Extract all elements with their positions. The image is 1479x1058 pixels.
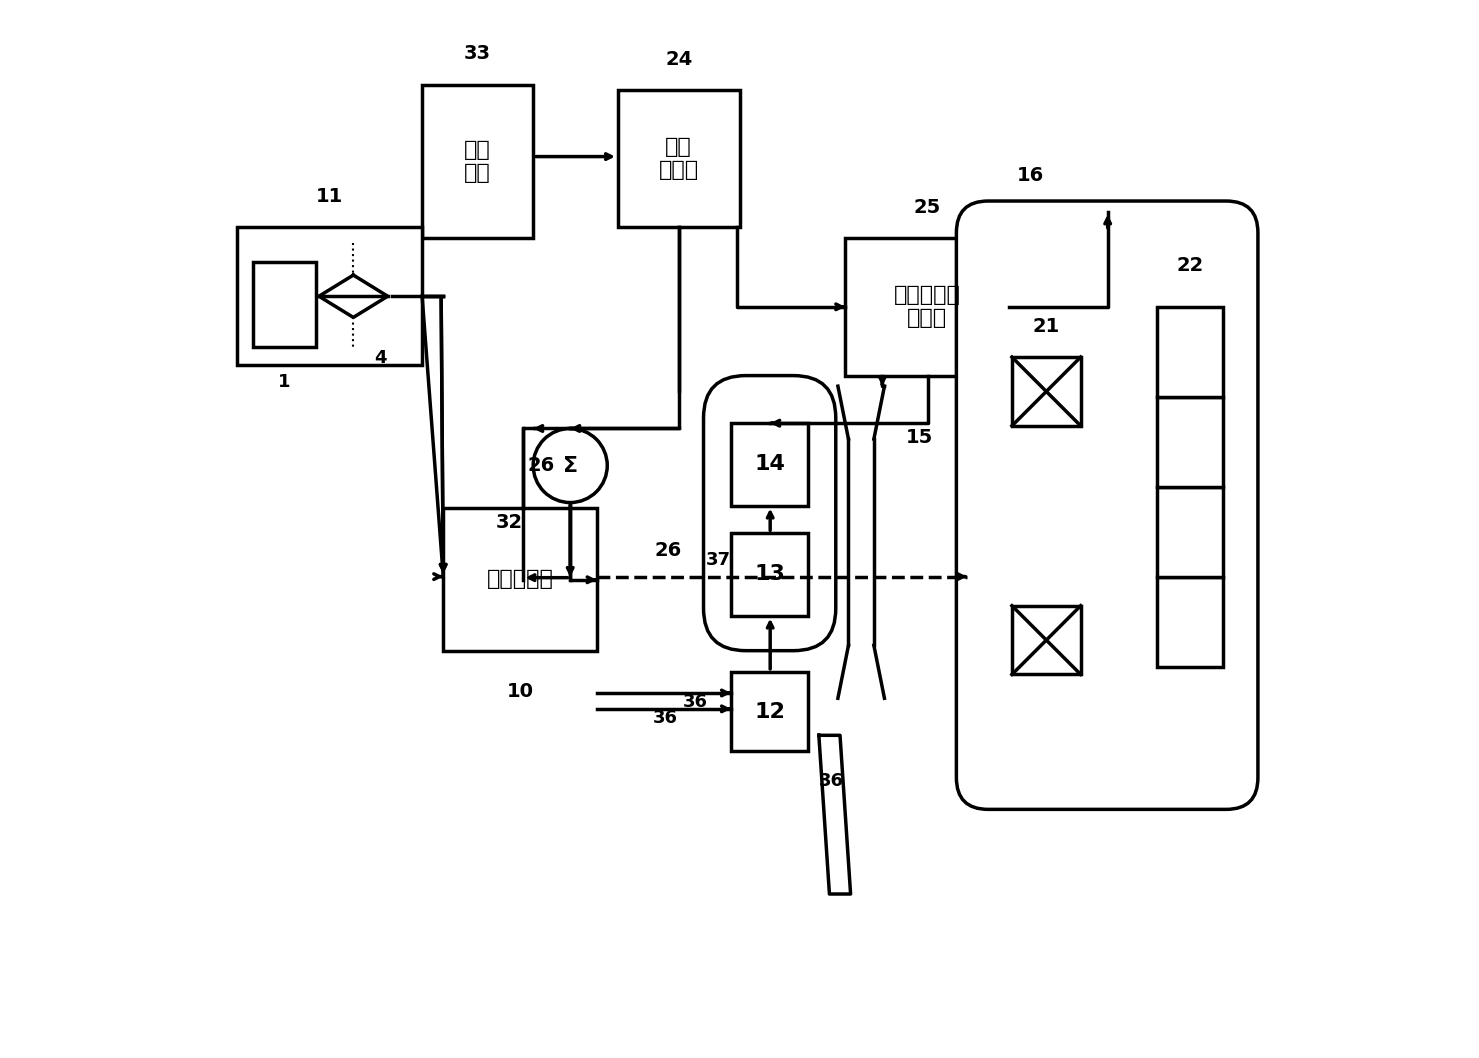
- Text: 输入
装置: 输入 装置: [464, 140, 491, 183]
- Bar: [422, 85, 534, 238]
- Text: 22: 22: [1177, 256, 1204, 275]
- Text: 12: 12: [754, 701, 785, 722]
- Text: 1: 1: [278, 373, 291, 391]
- Text: 36: 36: [683, 693, 708, 711]
- Text: 4: 4: [374, 349, 387, 367]
- Text: 14: 14: [754, 455, 785, 474]
- Text: 33: 33: [464, 44, 491, 63]
- Text: 36: 36: [652, 709, 677, 727]
- Text: 能量过滤像
控制器: 能量过滤像 控制器: [893, 286, 961, 328]
- Bar: [1158, 577, 1223, 667]
- Text: 15: 15: [905, 428, 933, 448]
- Text: 32: 32: [495, 513, 522, 532]
- Bar: [846, 238, 1009, 376]
- Text: Σ: Σ: [562, 456, 578, 475]
- Bar: [618, 90, 740, 227]
- Text: 26: 26: [654, 541, 682, 560]
- Text: 24: 24: [666, 50, 692, 69]
- Bar: [444, 508, 596, 651]
- Bar: [731, 533, 808, 616]
- Text: 21: 21: [1032, 317, 1060, 335]
- Bar: [253, 262, 317, 347]
- Bar: [1012, 605, 1081, 675]
- FancyBboxPatch shape: [704, 376, 836, 651]
- Polygon shape: [819, 735, 850, 894]
- Text: 25: 25: [914, 198, 941, 217]
- Text: 11: 11: [317, 187, 343, 206]
- Bar: [731, 423, 808, 506]
- Bar: [1158, 307, 1223, 397]
- Text: 中央
控制器: 中央 控制器: [658, 138, 698, 180]
- Bar: [731, 672, 808, 751]
- Text: 10: 10: [506, 682, 534, 701]
- Text: 37: 37: [705, 551, 731, 569]
- Bar: [1158, 487, 1223, 577]
- Bar: [1012, 357, 1081, 425]
- Bar: [237, 227, 422, 365]
- Text: 能量分析仪: 能量分析仪: [487, 569, 553, 589]
- Text: 36: 36: [819, 772, 845, 790]
- FancyBboxPatch shape: [957, 201, 1259, 809]
- Text: 16: 16: [1018, 166, 1044, 185]
- Text: 13: 13: [754, 565, 785, 584]
- Bar: [1158, 397, 1223, 487]
- Polygon shape: [839, 386, 856, 698]
- Text: 26: 26: [528, 456, 555, 475]
